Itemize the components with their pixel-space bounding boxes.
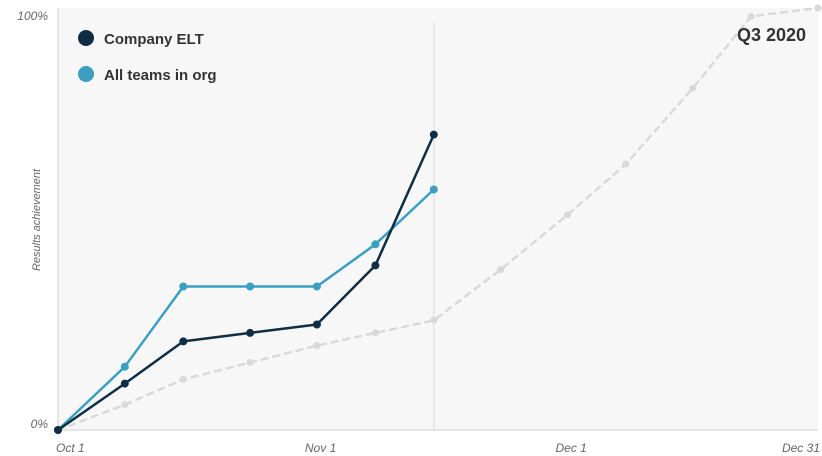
data-point-all-teams-in-org[interactable]	[246, 282, 255, 291]
data-point-projection[interactable]	[689, 84, 697, 92]
data-point-all-teams-in-org[interactable]	[312, 282, 321, 291]
data-point-all-teams-in-org[interactable]	[429, 185, 438, 194]
x-tick-label: Oct 1	[56, 441, 85, 455]
data-point-company-elt[interactable]	[312, 320, 321, 329]
data-point-company-elt[interactable]	[246, 328, 255, 337]
series-group	[54, 4, 822, 434]
x-tick-label: Nov 1	[305, 441, 336, 455]
data-point-company-elt[interactable]	[179, 337, 188, 346]
x-ticks: Oct 1 Nov 1 Dec 1 Dec 31	[56, 441, 820, 455]
x-tick-label: Dec 31	[782, 441, 820, 455]
plot-area	[58, 8, 818, 430]
data-point-projection[interactable]	[814, 4, 822, 12]
data-point-projection[interactable]	[371, 329, 379, 337]
data-point-company-elt[interactable]	[120, 379, 129, 388]
data-point-projection[interactable]	[564, 211, 571, 219]
data-point-all-teams-in-org[interactable]	[120, 362, 129, 371]
data-point-projection[interactable]	[747, 12, 755, 20]
y-tick-label: 100%	[17, 9, 48, 23]
data-point-company-elt[interactable]	[429, 130, 438, 139]
data-point-all-teams-in-org[interactable]	[179, 282, 188, 291]
legend-label-company-elt: Company ELT	[104, 31, 204, 48]
data-point-company-elt[interactable]	[371, 261, 380, 270]
data-point-projection[interactable]	[179, 375, 187, 383]
y-ticks: 0% 100%	[17, 9, 48, 431]
data-point-projection[interactable]	[121, 401, 129, 409]
y-tick-label: 0%	[31, 417, 49, 431]
data-point-projection[interactable]	[430, 316, 438, 324]
data-point-projection[interactable]	[246, 359, 254, 366]
legend: Company ELT All teams in org	[78, 30, 217, 84]
data-point-projection[interactable]	[622, 160, 630, 168]
legend-marker-all-teams	[78, 66, 94, 82]
data-point-all-teams-in-org[interactable]	[371, 240, 380, 249]
y-axis-title: Results achievement	[31, 168, 43, 271]
data-point-projection[interactable]	[313, 342, 321, 350]
legend-label-all-teams: All teams in org	[104, 67, 217, 84]
data-point-projection[interactable]	[497, 266, 505, 274]
data-point-company-elt[interactable]	[54, 426, 62, 434]
legend-marker-company-elt	[78, 30, 94, 46]
x-tick-label: Dec 1	[556, 441, 587, 455]
period-label: Q3 2020	[737, 25, 806, 45]
